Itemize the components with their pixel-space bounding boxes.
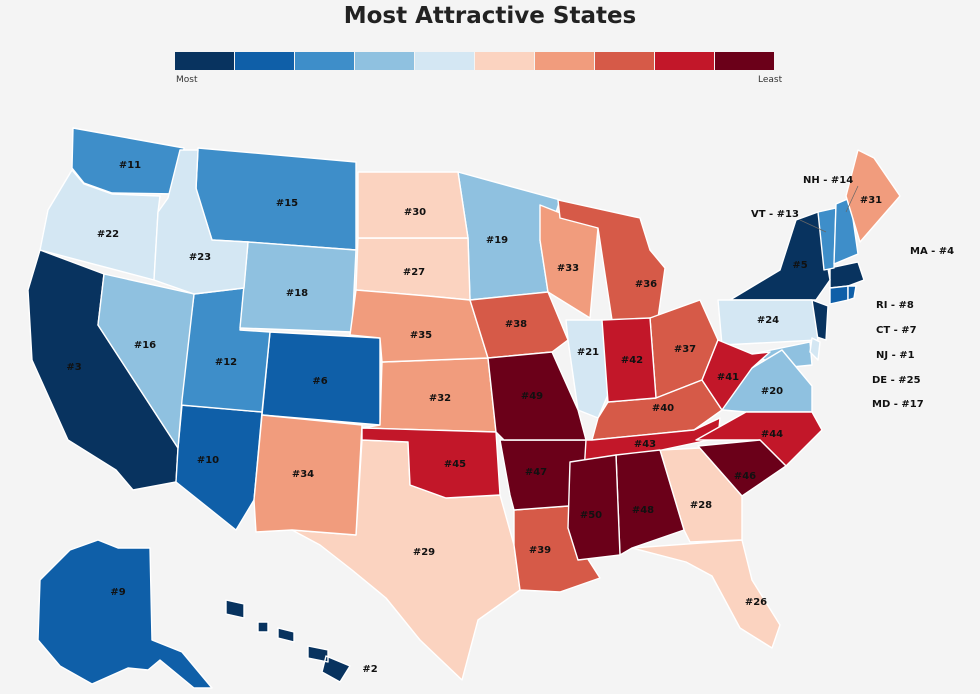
rank-label-wi: #33 [557,263,579,274]
state-ma [829,261,865,289]
state-wa [71,127,185,195]
state-nv [97,273,195,449]
callout-ct: CT - #7 [876,325,917,336]
rank-label-id: #23 [189,252,211,263]
rank-label-mo: #49 [521,391,543,402]
leader-line-nh [845,185,859,213]
state-in [601,317,657,403]
rank-label-tx: #29 [413,547,435,558]
rank-label-ok: #45 [444,459,466,470]
state-ak [37,539,213,689]
callout-nh: NH - #14 [803,175,853,186]
state-ms [567,454,621,561]
rank-label-ks: #32 [429,393,451,404]
callout-ma: MA - #4 [910,246,954,257]
callout-nj: NJ - #1 [876,350,915,361]
callout-labels: NH - #14 VT - #13 MA - #4 RI - #8 CT - #7 NJ … [751,175,954,410]
state-fl [631,539,781,649]
legend-swatch-1 [175,52,234,70]
legend-swatch-2 [235,52,294,70]
rank-label-la: #39 [529,545,551,556]
callout-leader-lines [799,185,859,233]
state-vt [817,207,837,271]
state-mo [487,351,587,441]
legend-swatch-4 [355,52,414,70]
state-id [153,149,249,295]
rank-label-wv: #41 [717,372,739,383]
rank-label-ar: #47 [525,467,547,478]
legend-swatch-3 [295,52,354,70]
leader-line-vt [799,219,827,233]
rank-label-or: #22 [97,229,119,240]
state-de [809,337,821,361]
rank-label-ak: #9 [110,587,125,598]
state-shapes [27,127,901,689]
rank-label-fl: #26 [745,597,767,608]
rank-label-ne: #35 [410,330,432,341]
rank-label-ut: #12 [215,357,237,368]
legend-least-label: Least [758,75,783,85]
callout-de: DE - #25 [872,375,921,386]
state-ok [361,427,501,499]
rank-label-co: #6 [312,376,327,387]
rank-label-mt: #15 [276,198,298,209]
legend-swatch-8 [595,52,654,70]
state-hi [225,599,351,683]
state-az [175,404,263,531]
rank-label-tn: #43 [634,439,656,450]
state-wy [239,241,357,333]
legend-swatch-9 [655,52,714,70]
rank-label-nc: #44 [761,429,783,440]
state-rank-labels: #2 #3 #5 #6 #9 #10 #11 #12 #15 #16 #18 #19 #20 #21 #22… [66,160,882,675]
rank-label-in: #42 [621,355,643,366]
rank-label-ca: #3 [66,362,81,373]
legend-swatch-5 [415,52,474,70]
rank-label-va: #20 [761,386,783,397]
state-ct [829,285,849,305]
rank-label-nm: #34 [292,469,314,480]
state-ri [847,285,857,301]
callout-vt: VT - #13 [751,209,799,220]
rank-label-il: #21 [577,347,599,358]
legend-swatch-7 [535,52,594,70]
rank-label-nd: #30 [404,207,426,218]
callout-ri: RI - #8 [876,300,914,311]
rank-label-oh: #37 [674,344,696,355]
rank-label-mi: #36 [635,279,657,290]
rank-label-pa: #24 [757,315,779,326]
rank-label-mn: #19 [486,235,508,246]
state-wv [701,339,771,411]
rank-label-al: #48 [632,505,654,516]
rank-label-ms: #50 [580,510,602,521]
legend-swatch-6 [475,52,534,70]
rank-label-me: #31 [860,195,882,206]
state-ia [469,291,569,359]
legend-most-label: Most [176,75,198,85]
rank-label-nv: #16 [134,340,156,351]
rank-label-ga: #28 [690,500,712,511]
rank-label-wa: #11 [119,160,141,171]
state-ny [729,211,831,301]
rank-label-sd: #27 [403,267,425,278]
legend-color-scale [175,52,775,70]
rank-label-ky: #40 [652,403,674,414]
rank-label-wy: #18 [286,288,308,299]
state-me [845,149,901,243]
rank-label-hi: #2 [362,664,377,675]
state-nm [253,414,363,536]
map-title: Most Attractive States [343,3,637,29]
state-ne [349,289,489,363]
rank-label-az: #10 [197,455,219,466]
state-pa [717,299,819,346]
callout-md: MD - #17 [872,399,924,410]
legend-swatch-10 [715,52,774,70]
state-sc [697,439,787,497]
rank-label-ia: #38 [505,319,527,330]
rank-label-sc: #46 [734,471,756,482]
rank-label-ny: #5 [792,260,807,271]
state-nd [357,171,469,239]
